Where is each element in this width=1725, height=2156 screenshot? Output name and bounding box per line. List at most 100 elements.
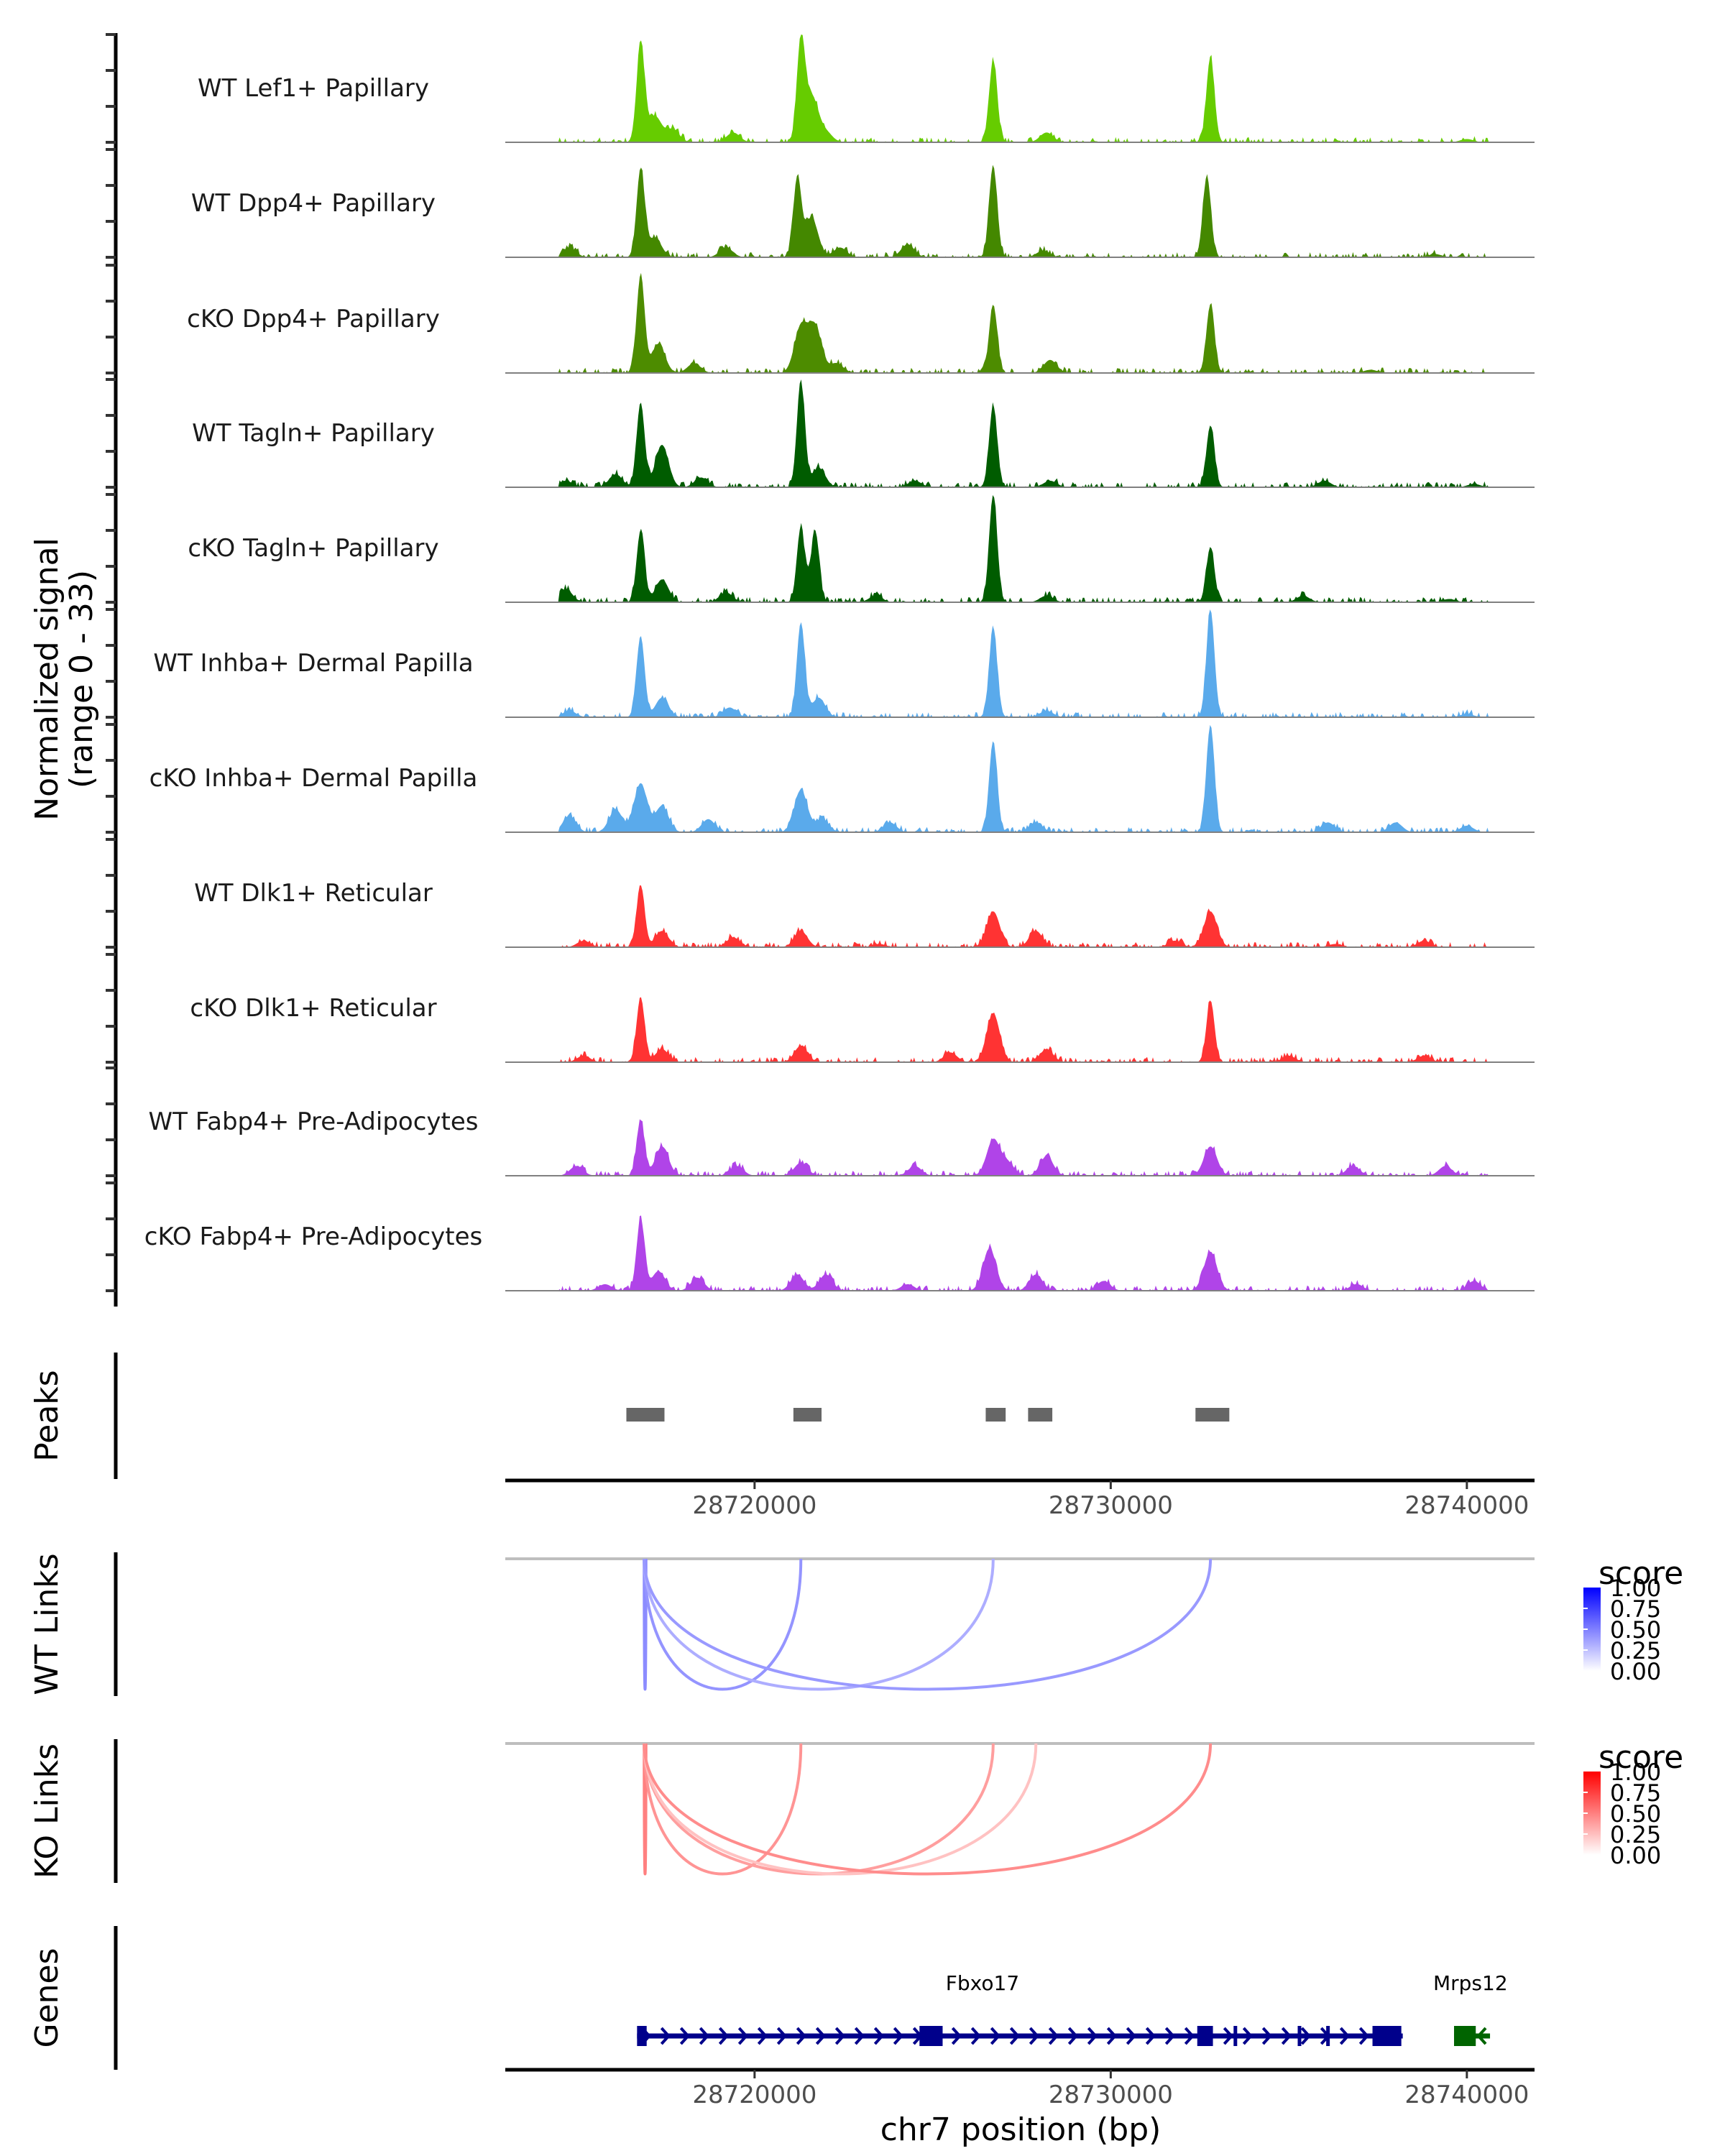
strand-arrow-icon bbox=[1223, 2027, 1234, 2045]
legend-tick-label: 0.75 bbox=[1610, 1595, 1661, 1623]
peaks-panel-label: Peaks bbox=[29, 1370, 65, 1461]
strand-arrow-icon bbox=[893, 2027, 904, 2045]
gene-mrps12: Mrps12 bbox=[1433, 1971, 1508, 2046]
link-arc bbox=[643, 1743, 803, 1876]
strand-arrow-icon bbox=[970, 2027, 982, 2045]
x-tick-label: 28740000 bbox=[1404, 2081, 1529, 2109]
legend-tick-label: 1.00 bbox=[1610, 1759, 1661, 1786]
strand-arrow-icon bbox=[1184, 2027, 1195, 2045]
x-tick-label: 28720000 bbox=[692, 1491, 816, 1520]
link-arc bbox=[643, 1558, 803, 1691]
strand-arrow-icon bbox=[1009, 2027, 1021, 2045]
coverage-track: WT Inhba+ Dermal Papilla bbox=[153, 609, 1535, 718]
track-label: WT Fabp4+ Pre-Adipocytes bbox=[149, 1107, 479, 1136]
strand-arrow-icon bbox=[1164, 2027, 1176, 2045]
genes-panel-label: Genes bbox=[29, 1948, 65, 2047]
gene-exon bbox=[1197, 2026, 1213, 2046]
strand-arrow-icon bbox=[1106, 2027, 1118, 2045]
legend-tick-label: 0.00 bbox=[1610, 1842, 1661, 1869]
strand-arrow-icon bbox=[873, 2027, 885, 2045]
legend-ko-title: score bbox=[1598, 1739, 1683, 1776]
strand-arrow-icon bbox=[1067, 2027, 1079, 2045]
link-arc bbox=[643, 1558, 995, 1691]
legend-tick-label: 0.50 bbox=[1610, 1800, 1661, 1828]
gene-exon bbox=[919, 2026, 943, 2046]
strand-arrow-icon bbox=[1339, 2027, 1351, 2045]
strand-arrow-icon bbox=[1087, 2027, 1098, 2045]
gene-exon bbox=[1326, 2026, 1330, 2046]
coverage-track: cKO Dpp4+ Papillary bbox=[187, 272, 1535, 374]
wt-links-panel-label: WT Links bbox=[29, 1553, 65, 1695]
strand-arrow-icon bbox=[951, 2027, 962, 2045]
legend-ko-score: score 1.000.750.500.250.00 bbox=[1583, 1739, 1683, 1869]
strand-arrow-icon bbox=[679, 2027, 691, 2045]
coverage-area bbox=[505, 724, 1535, 832]
coverage-track: WT Dpp4+ Papillary bbox=[191, 165, 1535, 258]
peak-regions bbox=[626, 1408, 1230, 1422]
coverage-track: WT Fabp4+ Pre-Adipocytes bbox=[149, 1107, 1535, 1176]
track-label: cKO Tagln+ Papillary bbox=[188, 534, 438, 563]
link-arc bbox=[643, 1743, 1038, 1876]
strand-arrow-icon bbox=[1029, 2027, 1040, 2045]
strand-arrow-icon bbox=[854, 2027, 865, 2045]
strand-arrow-icon bbox=[1048, 2027, 1059, 2045]
track-label: cKO Dlk1+ Reticular bbox=[190, 994, 436, 1023]
gene-exon bbox=[637, 2026, 647, 2046]
legend-tick-label: 0.00 bbox=[1610, 1658, 1661, 1685]
strand-arrow-icon bbox=[815, 2027, 827, 2045]
link-arc bbox=[643, 1558, 648, 1691]
strand-arrow-icon bbox=[834, 2027, 846, 2045]
strand-arrow-icon bbox=[737, 2027, 749, 2045]
x-tick-label: 28730000 bbox=[1049, 1491, 1173, 1520]
track-label: cKO Inhba+ Dermal Papilla bbox=[150, 764, 478, 793]
legend-wt-score: score 1.000.750.500.250.00 bbox=[1583, 1555, 1683, 1685]
coverage-area bbox=[505, 272, 1535, 373]
gene-label: Fbxo17 bbox=[946, 1971, 1019, 1995]
ko-links-panel-label: KO Links bbox=[29, 1743, 65, 1879]
strand-arrow-icon bbox=[699, 2027, 710, 2045]
track-label: cKO Fabp4+ Pre-Adipocytes bbox=[144, 1222, 483, 1251]
coverage-tracks: WT Lef1+ Papillary WT Dpp4+ Papillary cKO … bbox=[144, 34, 1535, 1291]
strand-arrow-icon bbox=[776, 2027, 788, 2045]
coverage-area bbox=[505, 379, 1535, 487]
legend-tick-label: 0.75 bbox=[1610, 1779, 1661, 1807]
track-label: WT Inhba+ Dermal Papilla bbox=[153, 649, 473, 678]
link-arc bbox=[643, 1743, 648, 1876]
coverage-area bbox=[505, 609, 1535, 717]
coverage-area bbox=[505, 1215, 1535, 1291]
x-tick-label: 28720000 bbox=[692, 2081, 816, 2109]
gene-exon bbox=[1233, 2026, 1238, 2046]
strand-arrow-icon bbox=[796, 2027, 807, 2045]
coverage-track: WT Dlk1+ Reticular bbox=[194, 879, 1535, 948]
gene-models: Fbxo17 Mrps12 bbox=[637, 1971, 1508, 2046]
strand-arrow-icon bbox=[1126, 2027, 1137, 2045]
link-arc bbox=[643, 1743, 1213, 1876]
gene-fbxo17: Fbxo17 bbox=[637, 1971, 1403, 2046]
peak-region bbox=[626, 1408, 665, 1422]
legend-tick-label: 0.25 bbox=[1610, 1637, 1661, 1664]
strand-arrow-icon bbox=[1300, 2027, 1312, 2045]
strand-arrow-icon bbox=[1261, 2027, 1273, 2045]
peak-region bbox=[793, 1408, 822, 1422]
y-axis-subtitle: (range 0 - 33) bbox=[63, 570, 100, 788]
track-label: WT Dpp4+ Papillary bbox=[191, 189, 436, 218]
coverage-track: cKO Dlk1+ Reticular bbox=[190, 994, 1535, 1063]
track-label: WT Dlk1+ Reticular bbox=[194, 879, 433, 908]
strand-arrow-icon bbox=[1358, 2027, 1370, 2045]
legend-wt-title: score bbox=[1598, 1555, 1683, 1592]
gene-exon bbox=[1372, 2026, 1402, 2046]
x-tick-label: 28730000 bbox=[1049, 2081, 1173, 2109]
peak-region bbox=[985, 1408, 1006, 1422]
strand-arrow-icon bbox=[1242, 2027, 1254, 2045]
coverage-track: WT Lef1+ Papillary bbox=[198, 34, 1535, 143]
coverage-track: WT Tagln+ Papillary bbox=[192, 379, 1535, 488]
coverage-area bbox=[505, 997, 1535, 1062]
coverage-track: cKO Fabp4+ Pre-Adipocytes bbox=[144, 1215, 1535, 1291]
legend-tick-label: 0.25 bbox=[1610, 1821, 1661, 1848]
strand-arrow-icon bbox=[718, 2027, 730, 2045]
link-arc bbox=[643, 1743, 995, 1876]
gene-exon bbox=[1297, 2026, 1302, 2046]
strand-arrow-icon bbox=[757, 2027, 768, 2045]
gene-label: Mrps12 bbox=[1433, 1971, 1508, 1995]
